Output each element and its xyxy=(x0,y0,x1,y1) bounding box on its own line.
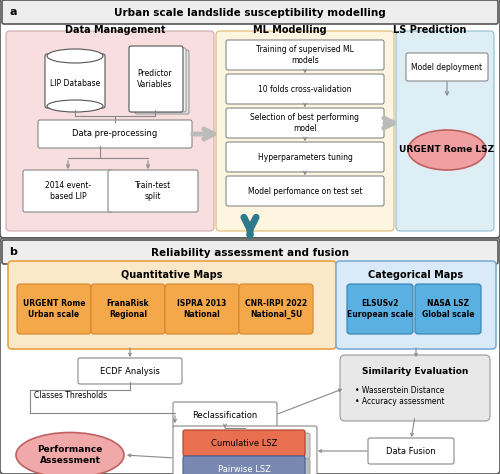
Ellipse shape xyxy=(47,100,103,112)
FancyBboxPatch shape xyxy=(129,46,183,112)
FancyBboxPatch shape xyxy=(226,176,384,206)
Text: NASA LSZ
Global scale: NASA LSZ Global scale xyxy=(422,299,474,319)
Text: ELSUSv2
European scale: ELSUSv2 European scale xyxy=(347,299,413,319)
FancyBboxPatch shape xyxy=(78,358,182,384)
FancyBboxPatch shape xyxy=(406,53,488,81)
Text: b: b xyxy=(9,247,17,257)
FancyBboxPatch shape xyxy=(396,31,494,231)
Text: Classes Thresholds: Classes Thresholds xyxy=(34,391,107,400)
FancyBboxPatch shape xyxy=(336,261,496,349)
Text: 10 folds cross-validation: 10 folds cross-validation xyxy=(258,84,352,93)
Text: Reliability assessment and fusion: Reliability assessment and fusion xyxy=(151,248,349,258)
Text: Quantitative Maps: Quantitative Maps xyxy=(121,270,223,280)
Text: Reclassification: Reclassification xyxy=(192,410,258,419)
Text: ISPRA 2013
National: ISPRA 2013 National xyxy=(178,299,226,319)
FancyBboxPatch shape xyxy=(226,108,384,138)
Text: Hyperparameters tuning: Hyperparameters tuning xyxy=(258,153,352,162)
Text: Categorical Maps: Categorical Maps xyxy=(368,270,464,280)
Text: Data Management: Data Management xyxy=(65,25,165,35)
Text: Model perfomance on test set: Model perfomance on test set xyxy=(248,186,362,195)
FancyBboxPatch shape xyxy=(6,31,214,231)
Text: • Wasserstein Distance
• Accuracy assessment: • Wasserstein Distance • Accuracy assess… xyxy=(355,386,444,406)
FancyBboxPatch shape xyxy=(132,48,186,112)
FancyBboxPatch shape xyxy=(108,170,198,212)
FancyBboxPatch shape xyxy=(23,170,113,212)
Text: Similarity Evaluation: Similarity Evaluation xyxy=(362,367,468,376)
Ellipse shape xyxy=(47,49,103,63)
Text: LIP Database: LIP Database xyxy=(50,79,100,88)
FancyBboxPatch shape xyxy=(216,31,394,231)
FancyBboxPatch shape xyxy=(0,0,500,238)
FancyBboxPatch shape xyxy=(415,284,481,334)
FancyBboxPatch shape xyxy=(188,459,310,474)
Text: Performance
Assessment: Performance Assessment xyxy=(38,445,102,465)
Text: ML Modelling: ML Modelling xyxy=(253,25,327,35)
FancyBboxPatch shape xyxy=(226,40,384,70)
Text: Cumulative LSZ: Cumulative LSZ xyxy=(211,438,277,447)
FancyBboxPatch shape xyxy=(188,433,310,459)
Text: Data pre-processing: Data pre-processing xyxy=(72,129,158,138)
Text: Data Fusion: Data Fusion xyxy=(386,447,436,456)
FancyBboxPatch shape xyxy=(91,284,165,334)
Ellipse shape xyxy=(16,432,124,474)
FancyBboxPatch shape xyxy=(0,238,500,474)
Text: CNR-IRPI 2022
National_SU: CNR-IRPI 2022 National_SU xyxy=(245,299,307,319)
Text: Train-test
split: Train-test split xyxy=(135,181,171,201)
FancyBboxPatch shape xyxy=(8,261,336,349)
FancyBboxPatch shape xyxy=(347,284,413,334)
FancyBboxPatch shape xyxy=(38,120,192,148)
FancyBboxPatch shape xyxy=(183,430,305,456)
FancyBboxPatch shape xyxy=(2,0,498,24)
FancyBboxPatch shape xyxy=(45,54,105,108)
FancyBboxPatch shape xyxy=(173,402,277,428)
Text: FranaRisk
Regional: FranaRisk Regional xyxy=(106,299,150,319)
Text: Predictor
Variables: Predictor Variables xyxy=(138,69,172,89)
FancyBboxPatch shape xyxy=(226,142,384,172)
FancyBboxPatch shape xyxy=(173,426,317,474)
Text: Urban scale landslide susceptibility modelling: Urban scale landslide susceptibility mod… xyxy=(114,8,386,18)
FancyBboxPatch shape xyxy=(239,284,313,334)
Text: URGENT Rome LSZ: URGENT Rome LSZ xyxy=(400,146,494,155)
Text: Training of supervised ML
models: Training of supervised ML models xyxy=(256,45,354,65)
FancyBboxPatch shape xyxy=(368,438,454,464)
Text: ECDF Analysis: ECDF Analysis xyxy=(100,366,160,375)
FancyBboxPatch shape xyxy=(17,284,91,334)
Text: Model deployment: Model deployment xyxy=(412,63,482,72)
FancyBboxPatch shape xyxy=(183,456,305,474)
Text: URGENT Rome
Urban scale: URGENT Rome Urban scale xyxy=(23,299,85,319)
FancyBboxPatch shape xyxy=(165,284,239,334)
Text: 2014 event-
based LIP: 2014 event- based LIP xyxy=(45,181,91,201)
Text: LS Prediction: LS Prediction xyxy=(394,25,466,35)
FancyBboxPatch shape xyxy=(340,355,490,421)
FancyBboxPatch shape xyxy=(2,240,498,264)
Text: Pairwise LSZ: Pairwise LSZ xyxy=(218,465,270,474)
FancyBboxPatch shape xyxy=(135,50,189,114)
Ellipse shape xyxy=(408,130,486,170)
Text: Selection of best performing
model: Selection of best performing model xyxy=(250,113,360,133)
Text: a: a xyxy=(9,7,16,17)
FancyBboxPatch shape xyxy=(226,74,384,104)
